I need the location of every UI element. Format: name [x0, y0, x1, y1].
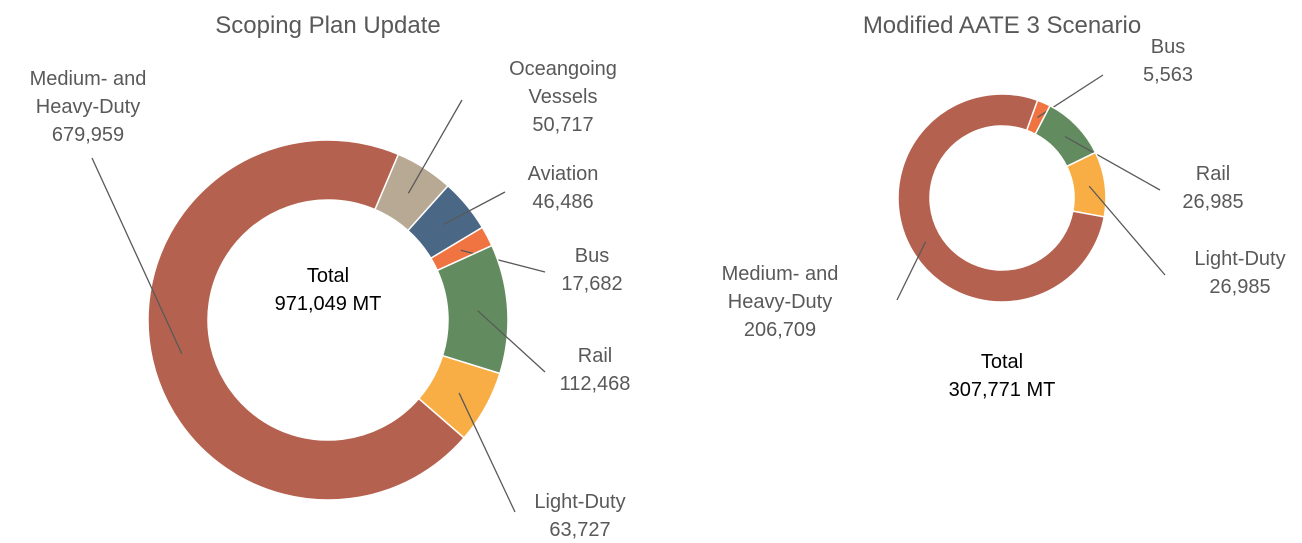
donut-segment	[147, 139, 466, 501]
segment-label: Medium- and Heavy-Duty	[721, 263, 839, 313]
leader-line	[91, 157, 183, 355]
segment-value: 46,486	[532, 191, 594, 213]
leader-line	[1088, 185, 1166, 276]
segment-label: Oceangoing Vessels	[509, 58, 617, 108]
segment-value: 206,709	[743, 319, 817, 341]
segment-label: Light-Duty	[1194, 248, 1286, 270]
center-label: Total	[980, 351, 1024, 373]
segment-label: Aviation	[527, 163, 599, 185]
donut-segment	[897, 93, 1106, 303]
segment-value: 679,959	[51, 124, 125, 146]
segment-label: Light-Duty	[534, 491, 626, 513]
leader-line	[407, 99, 463, 194]
center-label: Total	[306, 265, 350, 287]
segment-label: Rail	[1195, 163, 1231, 185]
center-label: 971,049 MT	[274, 293, 382, 315]
donut-segment	[436, 244, 509, 375]
leader-line	[458, 392, 516, 513]
segment-label: Bus	[1150, 36, 1186, 58]
leader-line	[1064, 136, 1161, 191]
leader-line	[443, 191, 506, 226]
segment-value: 26,985	[1182, 191, 1244, 213]
segment-value: 26,985	[1209, 276, 1271, 298]
segment-label: Medium- and Heavy-Duty	[29, 68, 147, 118]
segment-value: 50,717	[532, 114, 594, 136]
segment-value: 17,682	[561, 273, 623, 295]
segment-label: Bus	[574, 245, 610, 267]
chart-title: Modified AATE 3 Scenario	[862, 12, 1142, 39]
leader-line	[896, 241, 927, 301]
segment-value: 5,563	[1142, 64, 1194, 86]
leader-line	[477, 310, 546, 373]
segment-value: 112,468	[559, 373, 631, 395]
segment-value: 63,727	[549, 519, 611, 541]
chart-title: Scoping Plan Update	[215, 12, 441, 39]
segment-label: Rail	[577, 345, 613, 367]
center-label: 307,771 MT	[948, 379, 1056, 401]
